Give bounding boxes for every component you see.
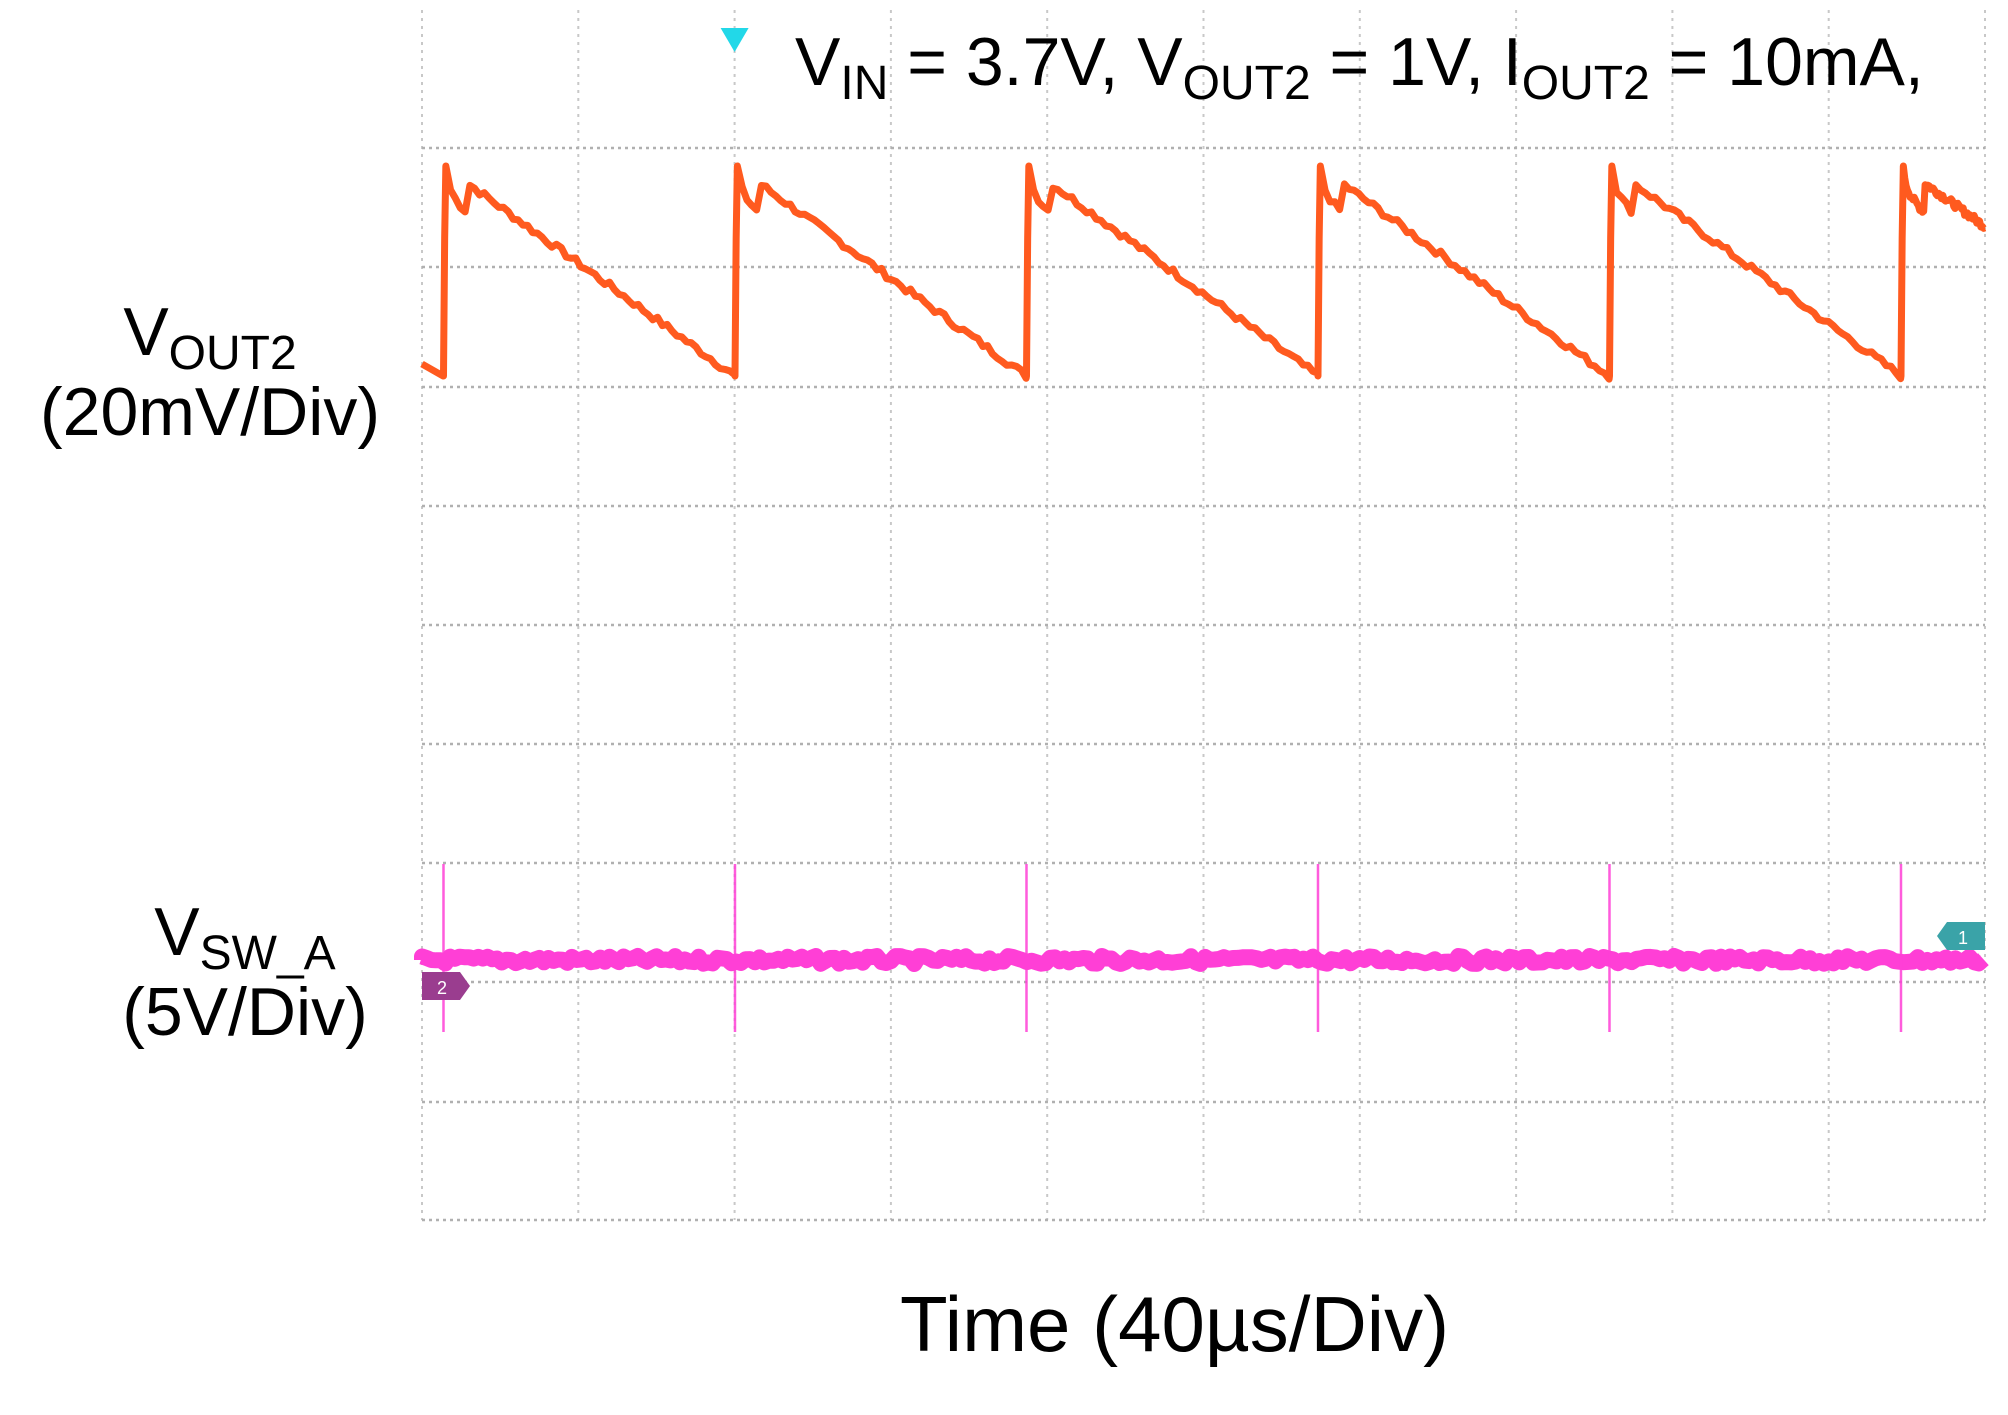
- ch2-ref-marker: [422, 972, 470, 1000]
- vout2-label: VOUT2 (20mV/Div): [40, 298, 380, 446]
- vsw-label: VSW_A (5V/Div): [110, 898, 380, 1046]
- vout2-scale: (20mV/Div): [40, 374, 381, 450]
- ch2-ref-text: 2: [437, 978, 447, 998]
- title-part: = 3.7V, V: [888, 24, 1183, 100]
- title-subscript: IN: [840, 57, 889, 110]
- title-subscript: OUT2: [1182, 57, 1311, 110]
- ch1-ref-text: 1: [1958, 928, 1968, 948]
- title-part: = 10mA,: [1649, 24, 1924, 100]
- ch1-ref-marker: [1937, 922, 1985, 950]
- chart-title: VIN = 3.7V, VOUT2 = 1V, IOUT2 = 10mA,: [795, 28, 1924, 108]
- x-axis-label: Time (40µs/Div): [900, 1280, 1450, 1368]
- vsw-name: VSW_A: [154, 894, 336, 980]
- title-subscript: OUT2: [1521, 57, 1650, 110]
- title-part: V: [795, 24, 841, 100]
- vout2-name: VOUT2: [123, 294, 297, 380]
- markers: 12: [422, 28, 1985, 1000]
- vsw-scale: (5V/Div): [122, 974, 368, 1050]
- title-part: = 1V, I: [1310, 24, 1522, 100]
- vout2-trace: [420, 162, 1988, 383]
- trigger-marker: [720, 28, 749, 52]
- vsw-baseline: [414, 948, 1989, 972]
